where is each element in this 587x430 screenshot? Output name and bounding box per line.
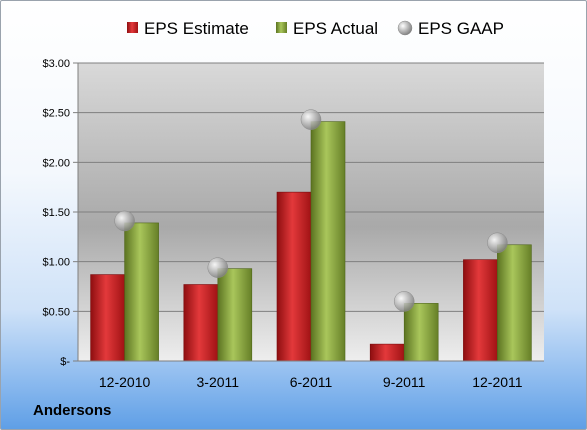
bar-eps-estimate bbox=[183, 284, 219, 362]
bar-eps-actual bbox=[124, 222, 159, 362]
legend-label-eps-actual: EPS Actual bbox=[293, 19, 378, 38]
y-tick-label: $1.00 bbox=[42, 257, 70, 269]
x-axis: 12-2010 3-2011 6-2011 9-2011 12-2011 bbox=[78, 360, 544, 390]
y-tick-label: $2.00 bbox=[42, 157, 70, 169]
y-tick-label: $0.50 bbox=[42, 306, 70, 318]
legend-label-eps-estimate: EPS Estimate bbox=[144, 19, 249, 38]
marker-eps-gaap bbox=[114, 210, 135, 232]
x-tick-label: 12-2011 bbox=[472, 374, 523, 390]
legend: EPS Estimate EPS Actual EPS GAAP bbox=[127, 19, 504, 38]
y-tick-label: $- bbox=[60, 356, 70, 368]
marker-eps-gaap bbox=[207, 257, 229, 278]
x-tick-label: 9-2011 bbox=[383, 374, 426, 390]
marker-eps-gaap bbox=[487, 232, 508, 254]
y-tick-label: $2.50 bbox=[42, 108, 70, 120]
bar-eps-actual bbox=[217, 268, 253, 362]
bar-eps-actual bbox=[497, 244, 532, 362]
legend-swatch-eps-actual bbox=[276, 22, 287, 33]
bars bbox=[90, 121, 532, 362]
marker-eps-gaap bbox=[300, 109, 322, 130]
bar-eps-actual bbox=[310, 121, 346, 362]
bar-eps-estimate bbox=[90, 274, 125, 362]
marker-eps-gaap bbox=[393, 291, 415, 312]
legend-swatch-eps-estimate bbox=[127, 22, 138, 33]
y-tick-label: $3.00 bbox=[42, 58, 70, 70]
legend-swatch-eps-gaap bbox=[397, 20, 413, 36]
x-tick-label: 6-2011 bbox=[290, 374, 333, 390]
bar-eps-estimate bbox=[463, 259, 498, 362]
x-tick-label: 3-2011 bbox=[197, 374, 240, 390]
bar-eps-actual bbox=[403, 303, 439, 362]
bar-eps-estimate bbox=[276, 191, 312, 362]
x-tick-label: 12-2010 bbox=[99, 374, 151, 390]
gaap-markers bbox=[114, 109, 508, 312]
y-tick-label: $1.50 bbox=[42, 207, 70, 219]
legend-label-eps-gaap: EPS GAAP bbox=[418, 19, 504, 38]
bar-eps-estimate bbox=[369, 343, 405, 362]
y-axis: $- $0.50 $1.00 $1.50 $2.00 $2.50 $3.00 bbox=[42, 58, 79, 368]
company-name: Andersons bbox=[33, 402, 112, 419]
